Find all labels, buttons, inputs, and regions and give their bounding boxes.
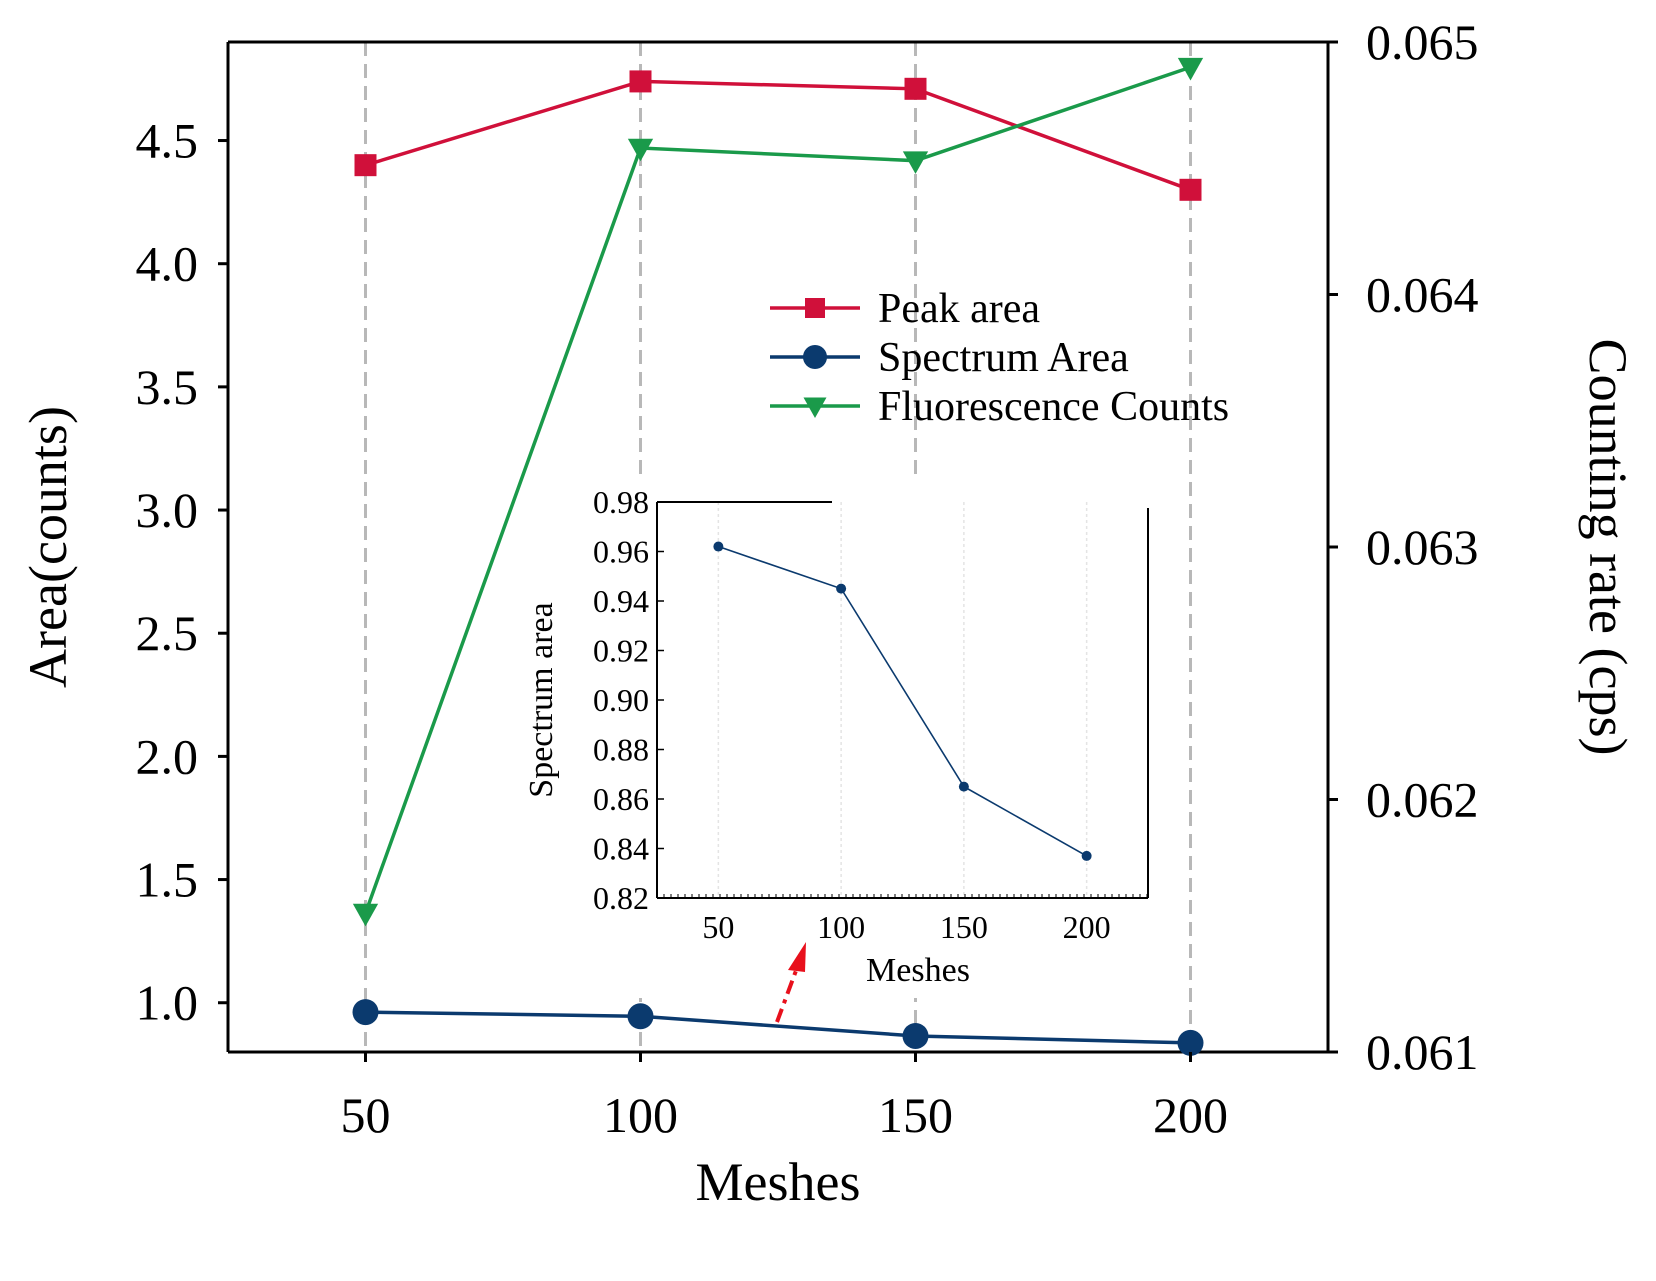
legend-label-0: Peak area (878, 286, 1040, 332)
main-y2-tick-label-0.065: 0.065 (1366, 14, 1479, 70)
series-2-point-150 (902, 151, 929, 174)
main-x-axis-label: Meshes (696, 1152, 861, 1212)
inset-x-tick-label-150: 150 (940, 909, 988, 945)
inset-pointer-arrow (775, 942, 806, 1023)
legend-marker-2 (803, 397, 827, 418)
main-y-tick-label-2.0: 2.0 (136, 728, 199, 784)
legend-label-2: Fluorescence Counts (878, 384, 1229, 430)
inset-point-100 (836, 583, 847, 594)
legend-marker-0 (805, 298, 825, 318)
main-y-axis-label: Area(counts) (18, 406, 78, 688)
inset-y-tick-label-0.88: 0.88 (593, 732, 649, 768)
inset-y-tick-label-0.94: 0.94 (593, 583, 649, 619)
main-y2-tick-label-0.064: 0.064 (1366, 267, 1479, 323)
series-1-point-200 (1177, 1029, 1204, 1056)
main-y2-axis-label: Counting rate (cps) (1578, 339, 1638, 756)
series-1-point-150 (902, 1022, 929, 1049)
inset-y-axis-label: Spectrum area (523, 602, 560, 797)
main-y-tick-label-2.5: 2.5 (136, 605, 199, 661)
series-1-point-50 (352, 999, 379, 1026)
series-0-point-50 (354, 154, 377, 177)
arrow-head (788, 942, 806, 972)
series-1-point-100 (627, 1003, 654, 1030)
main-x-tick-label-50: 50 (341, 1087, 391, 1143)
legend-item-1: Spectrum Area (770, 335, 1129, 381)
inset-x-tick-label-100: 100 (817, 909, 865, 945)
main-y-tick-label-1.0: 1.0 (136, 975, 199, 1031)
legend-item-0: Peak area (770, 286, 1040, 332)
main-x-tick-label-200: 200 (1153, 1087, 1228, 1143)
inset-x-tick-label-200: 200 (1063, 909, 1111, 945)
series-2-point-50 (352, 903, 379, 927)
series-line-0 (364, 79, 1192, 192)
inset-x-axis-label: Meshes (866, 952, 970, 989)
inset-x-tick-label-50: 50 (702, 909, 734, 945)
main-axes-layer: 50 100 150 200 1.0 1.5 2.0 2.5 3.0 3.5 4.0 4.5 0.061… (136, 14, 1479, 1143)
series-line-1 (365, 1010, 1191, 1045)
main-y2-tick-label-0.063: 0.063 (1366, 519, 1479, 575)
main-y2-tick-label-0.062: 0.062 (1366, 772, 1479, 828)
main-x-tick-label-100: 100 (603, 1087, 678, 1143)
inset-point-200 (1081, 850, 1092, 861)
main-plot-frame (226, 40, 1330, 1054)
inset-point-150 (958, 781, 969, 792)
inset-y-tick-label-0.86: 0.86 (593, 781, 649, 817)
inset-y-tick-label-0.92: 0.92 (593, 633, 649, 669)
main-series-layer (352, 57, 1204, 1056)
inset-y-tick-label-0.82: 0.82 (593, 880, 649, 916)
main-y2-tick-label-0.061: 0.061 (1366, 1024, 1479, 1080)
inset-y-tick-label-0.98: 0.98 (593, 484, 649, 520)
series-2-point-100 (627, 138, 654, 162)
inset-chart: 0.82 0.84 0.86 0.88 0.90 0.92 0.94 0.96 0.98 50 10… (527, 482, 1168, 998)
main-y-tick-label-4.0: 4.0 (136, 236, 199, 292)
inset-background (527, 482, 1168, 998)
legend-marker-1 (803, 345, 827, 369)
inset-y-tick-label-0.90: 0.90 (593, 682, 649, 718)
inset-series-line (718, 545, 1088, 857)
inset-y-tick-label-0.96: 0.96 (593, 534, 649, 570)
series-0-point-100 (629, 70, 652, 93)
main-x-tick-label-150: 150 (878, 1087, 953, 1143)
main-y-tick-label-3.5: 3.5 (136, 359, 199, 415)
main-y-tick-label-4.5: 4.5 (136, 113, 199, 169)
series-0-point-200 (1179, 178, 1202, 201)
series-0-point-150 (904, 77, 927, 100)
series-2-point-200 (1177, 57, 1204, 81)
arrow-shaft (775, 967, 799, 1023)
inset-point-50 (713, 541, 724, 552)
inset-y-tick-label-0.84: 0.84 (593, 831, 649, 867)
main-y-tick-label-3.0: 3.0 (136, 482, 199, 538)
main-y-tick-label-1.5: 1.5 (136, 852, 199, 908)
legend-label-1: Spectrum Area (878, 335, 1129, 381)
series-line-2 (363, 65, 1192, 914)
legend-item-2: Fluorescence Counts (770, 384, 1229, 430)
